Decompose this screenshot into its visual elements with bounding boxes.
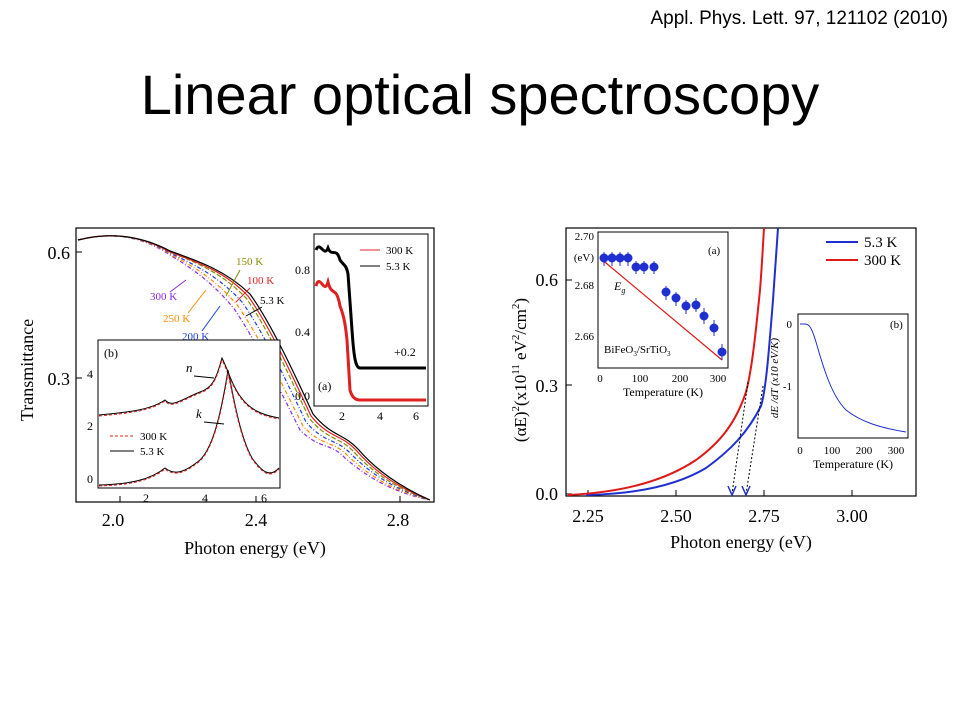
offset-label: +0.2	[394, 345, 416, 359]
right-xtick-1: 2.25	[572, 506, 604, 526]
k-curve-300k	[98, 372, 280, 487]
right-inset-a-xtick-4: 300	[710, 373, 727, 385]
left-inset-a-xtick-1: 2	[339, 409, 345, 423]
eg-points	[599, 252, 727, 360]
absorption-figure: 0.6 0.3 0.0 2.25 2.50 2.75 3.00 Photon e…	[510, 227, 917, 553]
left-inset-b-ytick-2: 2	[87, 419, 93, 433]
right-ytick-1: 0.6	[536, 270, 559, 290]
right-inset-a-ytick-1: 2.70	[575, 231, 595, 243]
n-label: n	[186, 360, 193, 375]
curve-5k	[77, 235, 431, 501]
right-xtick-4: 3.00	[836, 506, 868, 526]
right-inset-a-xtick-2: 100	[632, 373, 649, 385]
left-inset-b: (b) 4 2 0 2 4 6 n k 300 K 5.3 K	[87, 339, 281, 505]
right-ytick-2: 0.3	[536, 376, 559, 396]
left-inset-a-ytick-2: 0.4	[295, 325, 310, 339]
temperature-annotations: 150 K 100 K 5.3 K 300 K 250 K 200 K	[150, 256, 285, 343]
inset-a-300k-curve	[314, 276, 426, 402]
left-inset-b-xtick-1: 2	[143, 491, 149, 505]
transmittance-figure: 0.6 0.3 2.0 2.4 2.8 Photon energy (eV) T…	[17, 227, 435, 559]
right-inset-b-ytick-2: -1	[783, 381, 792, 393]
left-plot-frame	[75, 227, 435, 503]
left-xtick-2: 2.4	[245, 510, 268, 530]
right-inset-b-xtick-2: 100	[824, 445, 841, 457]
left-ytick-1: 0.6	[48, 243, 71, 263]
right-inset-b-xlabel: Temperature (K)	[813, 457, 893, 471]
right-inset-a-ytick-3: 2.66	[575, 331, 595, 343]
left-inset-b-legend-5k: 5.3 K	[140, 446, 165, 458]
slide-title: Linear optical spectroscopy	[140, 63, 820, 126]
left-inset-a: 0.8 0.4 0.0 2 4 6 (a) +0.2 300 K 5.3 K	[295, 233, 429, 423]
right-inset-b-xtick-1: 0	[797, 445, 803, 457]
curve-300k-absorption	[567, 227, 765, 496]
left-inset-a-xtick-2: 4	[377, 409, 383, 423]
label-100k: 100 K	[247, 275, 274, 287]
n-curve-300k	[98, 358, 280, 420]
right-inset-a-panel: (a)	[708, 245, 721, 257]
right-inset-b-ytick-1: 0	[787, 319, 793, 331]
left-inset-b-panel: (b)	[104, 346, 118, 360]
left-inset-a-xtick-3: 6	[413, 409, 419, 423]
label-5k: 5.3 K	[260, 295, 285, 307]
left-inset-a-ytick-3: 0.0	[295, 389, 310, 403]
right-inset-a-xlabel: Temperature (K)	[623, 385, 703, 399]
left-inset-b-xtick-2: 4	[202, 491, 208, 505]
left-ytick-2: 0.3	[48, 369, 71, 389]
right-inset-a-xtick-1: 0	[597, 373, 603, 385]
right-plot-frame	[565, 227, 917, 497]
citation: Appl. Phys. Lett. 97, 121102 (2010)	[650, 8, 948, 29]
left-xtick-1: 2.0	[102, 510, 125, 530]
material-label: BiFeO3/SrTiO3	[604, 344, 671, 358]
left-inset-a-legend-5k: 5.3 K	[386, 261, 411, 273]
right-xtick-3: 2.75	[748, 506, 780, 526]
left-inset-a-legend-300k: 300 K	[386, 245, 413, 257]
right-inset-b-ylabel: dE /dT (x10 eV/K)	[769, 338, 781, 418]
label-300k: 300 K	[150, 291, 177, 303]
inset-a-5k-curve	[314, 243, 426, 370]
right-xlabel: Photon energy (eV)	[670, 532, 812, 553]
left-ylabel: Transmittance	[17, 319, 37, 421]
legend-5k: 5.3 K	[864, 235, 898, 251]
curve-100k	[77, 235, 431, 501]
n-curve	[98, 356, 280, 419]
right-inset-a-xtick-3: 200	[672, 373, 689, 385]
right-inset-a-unit: (eV)	[574, 252, 594, 264]
eg-label: Eg	[613, 279, 625, 295]
right-inset-b-xtick-3: 200	[856, 445, 873, 457]
right-inset-a: 2.70 (eV) 2.68 2.66 0 100 200 300 Temper…	[574, 231, 729, 399]
label-150k: 150 K	[236, 256, 263, 268]
left-xtick-3: 2.8	[387, 510, 410, 530]
left-inset-b-legend-300k: 300 K	[140, 431, 167, 443]
right-ytick-3: 0.0	[536, 484, 559, 504]
right-inset-a-ytick-2: 2.68	[575, 280, 595, 292]
left-xlabel: Photon energy (eV)	[184, 538, 326, 559]
legend-300k: 300 K	[864, 253, 901, 269]
right-inset-b-xtick-4: 300	[888, 445, 905, 457]
curve-5k-absorption	[585, 227, 779, 496]
deg-dt-curve	[799, 323, 907, 433]
k-label: k	[196, 406, 202, 421]
right-inset-b-panel: (b)	[890, 319, 903, 331]
left-inset-b-ytick-1: 4	[87, 367, 93, 381]
left-inset-a-ytick-1: 0.8	[295, 263, 310, 277]
right-inset-b: 0 -1 0 100 200 300 Temperature (K) (b) d…	[769, 313, 909, 471]
label-250k: 250 K	[163, 313, 190, 325]
left-inset-a-panel: (a)	[318, 379, 331, 393]
right-xtick-2: 2.50	[660, 506, 692, 526]
right-ylabel: (αE)2(x1011 eV2/cm2)	[510, 298, 530, 442]
left-inset-b-ytick-3: 0	[87, 472, 93, 486]
left-inset-b-xtick-3: 6	[261, 491, 267, 505]
